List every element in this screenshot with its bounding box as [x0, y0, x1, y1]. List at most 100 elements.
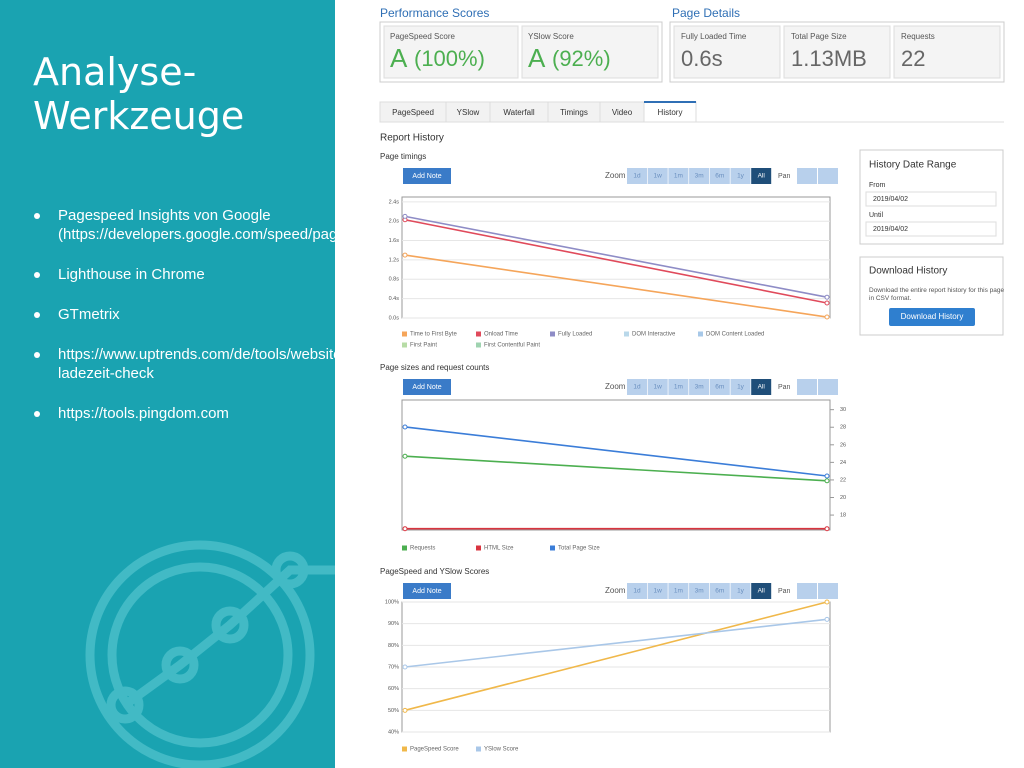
add-note-button[interactable]	[403, 583, 451, 599]
legend-swatch	[402, 545, 407, 551]
zoom-option[interactable]	[730, 583, 751, 599]
zoom-option[interactable]	[751, 379, 772, 395]
series-point	[824, 616, 830, 622]
label: 1w	[654, 384, 663, 391]
legend-label: DOM Interactive	[632, 332, 676, 338]
label: Zoom	[605, 171, 626, 180]
series-point	[402, 664, 408, 670]
zoom-option[interactable]	[627, 583, 647, 599]
legend-label: First Contentful Paint	[484, 343, 540, 349]
label: Waterfall	[503, 108, 534, 117]
pan-button[interactable]	[797, 583, 817, 599]
zoom-option[interactable]	[730, 168, 751, 184]
add-note-button[interactable]	[403, 168, 451, 184]
pan-button[interactable]	[818, 583, 838, 599]
legend-swatch	[476, 342, 481, 348]
label: Performance Scores	[380, 6, 489, 20]
label: 3m	[695, 588, 704, 595]
zoom-option[interactable]	[689, 583, 710, 599]
label: All	[758, 173, 766, 180]
y-tick-label: 0.8s	[389, 277, 400, 283]
y2-tick-label: 22	[840, 477, 846, 483]
label: PageSpeed Score	[390, 32, 455, 41]
zoom-option[interactable]	[709, 168, 730, 184]
zoom-option[interactable]	[647, 168, 668, 184]
y-tick-label: 0.0s	[389, 315, 400, 321]
label: Until	[869, 212, 883, 219]
label: 0.6s	[681, 46, 723, 71]
pan-button[interactable]	[818, 379, 838, 395]
bullet: Lighthouse in Chrome	[34, 265, 304, 284]
zoom-option[interactable]	[751, 168, 772, 184]
zoom-option[interactable]	[627, 168, 647, 184]
title-line: Analyse-	[33, 50, 197, 94]
legend-swatch	[550, 331, 555, 337]
legend-label: Total Page Size	[558, 546, 600, 552]
series-line	[404, 601, 828, 712]
label: Requests	[901, 32, 935, 41]
pan-button[interactable]	[797, 168, 817, 184]
add-note-button[interactable]	[403, 379, 451, 395]
series-point	[402, 707, 408, 713]
series-point	[824, 294, 830, 300]
zoom-option[interactable]	[647, 379, 668, 395]
series-point	[402, 526, 408, 532]
label: Pan	[778, 384, 791, 391]
label: All	[758, 588, 766, 595]
zoom-option[interactable]	[730, 379, 751, 395]
label: Page Details	[672, 6, 740, 20]
download-button[interactable]	[889, 308, 975, 326]
score-box	[521, 25, 659, 79]
label: 22	[901, 46, 925, 71]
legend-label: Requests	[410, 546, 435, 552]
bullet: https://tools.pingdom.com	[34, 404, 304, 423]
label: 1y	[737, 384, 745, 391]
series-line	[404, 215, 828, 298]
zoom-option[interactable]	[689, 168, 710, 184]
label: 2019/04/02	[873, 196, 908, 203]
zoom-option[interactable]	[627, 379, 647, 395]
y-tick-label: 90%	[388, 621, 399, 627]
label: Page timings	[380, 152, 426, 161]
y-tick-label: 100%	[385, 599, 399, 605]
plot-frame	[401, 399, 831, 531]
label: 1y	[737, 588, 745, 595]
y-tick-label: 70%	[388, 664, 399, 670]
legend-swatch	[402, 746, 407, 752]
zoom-option[interactable]	[647, 583, 668, 599]
label: Report History	[380, 133, 444, 144]
date-input[interactable]	[865, 191, 997, 207]
label: 1d	[633, 384, 641, 391]
bullet: https://www.uptrends.com/de/tools/websit…	[34, 345, 335, 383]
detail-box	[893, 25, 1001, 79]
label: (92%)	[552, 46, 611, 71]
detail-box	[783, 25, 891, 79]
zoom-option[interactable]	[668, 168, 689, 184]
y-tick-label: 60%	[388, 686, 399, 692]
zoom-option[interactable]	[751, 583, 772, 599]
series-point	[402, 453, 408, 459]
series-line	[404, 455, 828, 482]
download-text: Download the entire report history for t…	[869, 287, 1005, 302]
magnifier-icon	[85, 540, 335, 768]
y2-tick-label: 20	[840, 495, 846, 501]
zoom-option[interactable]	[668, 583, 689, 599]
label: 1m	[674, 588, 683, 595]
pan-button[interactable]	[797, 379, 817, 395]
label: 1y	[737, 173, 745, 180]
zoom-option[interactable]	[668, 379, 689, 395]
date-input[interactable]	[865, 221, 997, 237]
zoom-option[interactable]	[709, 379, 730, 395]
label: Fully Loaded Time	[681, 32, 747, 41]
label: Page sizes and request counts	[380, 363, 489, 372]
zoom-option[interactable]	[709, 583, 730, 599]
bullet: Pagespeed Insights von Google (https://d…	[34, 206, 335, 244]
pan-button[interactable]	[818, 168, 838, 184]
label: 3m	[695, 173, 704, 180]
zoom-option[interactable]	[689, 379, 710, 395]
legend-label: First Paint	[410, 343, 437, 349]
detail-box	[673, 25, 781, 79]
y2-tick-label: 28	[840, 425, 846, 431]
label: History Date Range	[869, 160, 957, 171]
